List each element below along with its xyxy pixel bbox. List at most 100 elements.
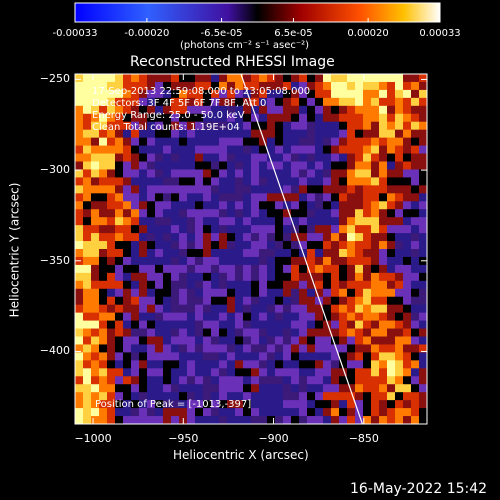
heatmap-cell <box>211 392 220 401</box>
heatmap-cell <box>219 264 228 274</box>
heatmap-cell <box>163 296 172 306</box>
heatmap-cell <box>139 201 148 210</box>
heatmap-cell <box>163 81 172 91</box>
heatmap-cell <box>91 304 100 314</box>
heatmap-cell <box>171 392 180 401</box>
heatmap-cell <box>195 241 204 250</box>
heatmap-cell <box>411 153 420 163</box>
heatmap-cell <box>283 344 292 354</box>
heatmap-cell <box>123 121 132 131</box>
heatmap-cell <box>75 288 84 298</box>
heatmap-cell <box>211 288 220 298</box>
heatmap-cell <box>203 344 212 354</box>
heatmap-cell <box>259 360 268 369</box>
heatmap-cell <box>91 312 100 322</box>
heatmap-cell <box>195 161 204 171</box>
heatmap-cell <box>139 416 148 424</box>
heatmap-cell <box>187 225 196 234</box>
heatmap-cell <box>307 225 316 234</box>
heatmap-cell <box>227 304 236 314</box>
heatmap-cell <box>291 177 300 186</box>
heatmap-cell <box>203 233 212 242</box>
heatmap-cell <box>379 217 388 226</box>
heatmap-cell <box>163 161 172 171</box>
heatmap-cell <box>283 280 292 290</box>
heatmap-cell <box>227 384 236 393</box>
heatmap-cell <box>187 217 196 226</box>
heatmap-cell <box>251 408 260 417</box>
heatmap-cell <box>131 225 140 234</box>
heatmap-cell <box>147 288 156 298</box>
heatmap-cell <box>283 74 292 83</box>
heatmap-cell <box>291 249 300 258</box>
heatmap-cell <box>187 121 196 131</box>
heatmap-cell <box>387 97 396 107</box>
heatmap-cell <box>91 320 100 330</box>
heatmap-cell <box>259 241 268 250</box>
heatmap-cell <box>219 368 228 377</box>
heatmap-cell <box>123 153 132 163</box>
heatmap-cell <box>403 113 412 123</box>
heatmap-cell <box>275 384 284 393</box>
heatmap-cell <box>155 400 164 409</box>
heatmap-cell <box>419 161 427 171</box>
heatmap-cell <box>259 344 268 354</box>
heatmap-cell <box>283 288 292 298</box>
heatmap-cell <box>339 145 348 155</box>
heatmap-cell <box>195 145 204 155</box>
heatmap-cell <box>179 360 188 369</box>
heatmap-cell <box>195 97 204 107</box>
heatmap-cell <box>331 249 340 258</box>
heatmap-cell <box>339 97 348 107</box>
heatmap-cell <box>75 81 84 91</box>
heatmap-cell <box>179 304 188 314</box>
heatmap-cell <box>75 193 84 202</box>
heatmap-cell <box>139 400 148 409</box>
heatmap-cell <box>75 384 84 393</box>
heatmap-cell <box>179 193 188 202</box>
heatmap-cell <box>363 153 372 163</box>
heatmap-cell <box>355 336 364 346</box>
y-tick-label: −250 <box>39 72 70 86</box>
heatmap-cell <box>179 249 188 258</box>
heatmap-cell <box>243 296 252 306</box>
heatmap-cell <box>379 225 388 234</box>
heatmap-cell <box>211 384 220 393</box>
heatmap-cell <box>355 280 364 290</box>
heatmap-cell <box>315 288 324 298</box>
heatmap-cell <box>339 209 348 218</box>
heatmap-cell <box>323 352 332 361</box>
heatmap-cell <box>411 169 420 179</box>
heatmap-cell <box>307 233 316 242</box>
heatmap-cell <box>227 416 236 424</box>
heatmap-cell <box>187 97 196 107</box>
heatmap-cell <box>395 225 404 234</box>
heatmap-cell <box>131 328 140 338</box>
heatmap-cell <box>419 344 427 354</box>
heatmap-cell <box>235 328 244 338</box>
heatmap-cell <box>379 97 388 107</box>
heatmap-cell <box>339 153 348 163</box>
heatmap-cell <box>323 113 332 123</box>
heatmap-cell <box>75 264 84 274</box>
heatmap-cell <box>347 384 356 393</box>
heatmap-cell <box>315 360 324 369</box>
heatmap-cell <box>355 241 364 250</box>
heatmap-cell <box>243 400 252 409</box>
heatmap-cell <box>163 233 172 242</box>
heatmap-cell <box>267 328 276 338</box>
heatmap-cell <box>283 201 292 210</box>
heatmap-cell <box>235 97 244 107</box>
heatmap-cell <box>139 360 148 369</box>
heatmap-cell <box>219 121 228 131</box>
heatmap-cell <box>147 392 156 401</box>
heatmap-cell <box>243 233 252 242</box>
heatmap-cell <box>387 320 396 330</box>
heatmap-cell <box>195 288 204 298</box>
heatmap-cell <box>403 145 412 155</box>
heatmap-cell <box>219 400 228 409</box>
heatmap-cell <box>187 241 196 250</box>
heatmap-cell <box>211 280 220 290</box>
heatmap-cell <box>363 185 372 194</box>
heatmap-cell <box>179 97 188 107</box>
